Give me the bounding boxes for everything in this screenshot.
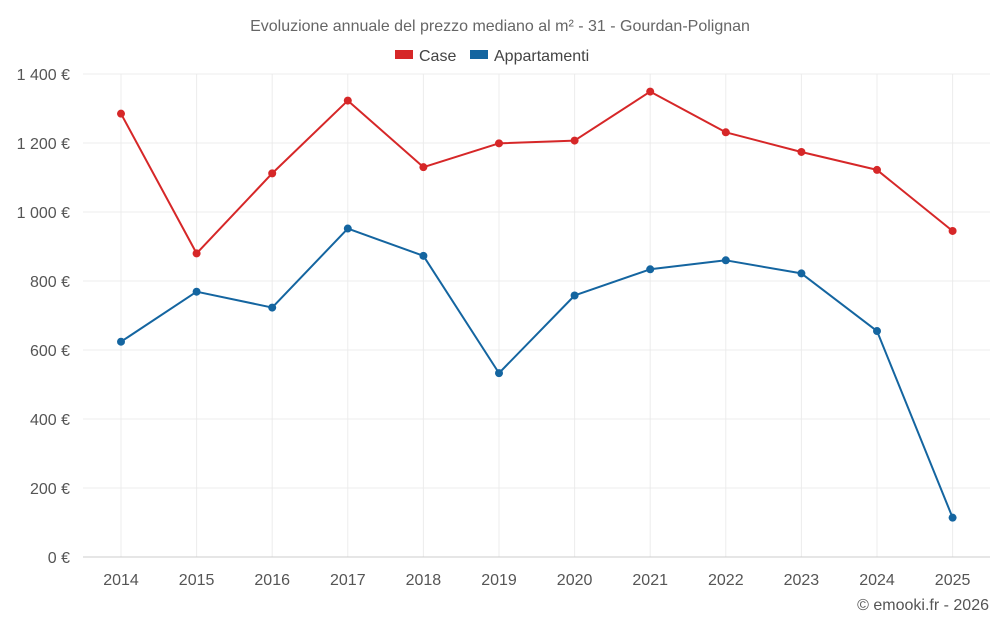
data-point-appartamenti[interactable] — [721, 256, 730, 265]
chart-title: Evoluzione annuale del prezzo mediano al… — [250, 18, 750, 35]
legend-label-case: Case — [419, 48, 456, 65]
x-tick-label: 2022 — [708, 572, 744, 589]
x-tick-label: 2023 — [784, 572, 820, 589]
y-tick-label: 1 400 € — [17, 67, 70, 84]
x-tick-label: 2020 — [557, 572, 593, 589]
data-point-appartamenti[interactable] — [268, 303, 277, 312]
x-tick-label: 2018 — [406, 572, 442, 589]
x-tick-label: 2025 — [935, 572, 971, 589]
data-point-appartamenti[interactable] — [646, 265, 655, 274]
data-point-appartamenti[interactable] — [343, 224, 352, 233]
x-tick-label: 2019 — [481, 572, 517, 589]
legend-swatch-case — [395, 50, 413, 59]
grid — [83, 73, 990, 557]
legend-item-case[interactable]: Case — [395, 48, 456, 65]
y-tick-label: 200 € — [30, 481, 70, 498]
y-tick-label: 800 € — [30, 274, 70, 291]
legend-label-appartamenti: Appartamenti — [494, 48, 589, 65]
x-tick-label: 2017 — [330, 572, 366, 589]
data-point-case[interactable] — [721, 128, 730, 137]
data-point-appartamenti[interactable] — [948, 513, 957, 522]
data-point-appartamenti[interactable] — [192, 287, 201, 296]
axes: 0 € 200 € 400 € 600 € 800 € 1 000 € 1 200 € 1 4… — [17, 67, 990, 589]
legend: Case Appartamenti — [395, 48, 589, 65]
x-tick-label: 2021 — [632, 572, 668, 589]
data-point-case[interactable] — [117, 109, 125, 118]
data-point-case[interactable] — [646, 87, 655, 96]
x-tick-label: 2014 — [103, 572, 139, 589]
data-point-appartamenti[interactable] — [873, 327, 881, 336]
x-tick-label: 2024 — [859, 572, 895, 589]
data-point-case[interactable] — [268, 169, 277, 178]
y-tick-label: 400 € — [30, 412, 70, 429]
series-line-case — [120, 90, 954, 255]
data-point-appartamenti[interactable] — [495, 369, 503, 378]
series — [117, 87, 957, 522]
data-point-case[interactable] — [192, 249, 201, 258]
y-tick-label: 0 € — [48, 550, 70, 567]
y-tick-label: 1 200 € — [17, 136, 70, 153]
data-point-case[interactable] — [797, 147, 806, 156]
x-tick-label: 2016 — [254, 572, 290, 589]
legend-swatch-appartamenti — [470, 50, 488, 59]
y-tick-label: 1 000 € — [17, 205, 70, 222]
credit-text: © emooki.fr - 2026 — [857, 597, 989, 614]
data-point-case[interactable] — [873, 165, 881, 174]
data-point-appartamenti[interactable] — [419, 251, 428, 260]
data-point-case[interactable] — [343, 96, 352, 105]
data-point-appartamenti[interactable] — [797, 269, 806, 278]
data-point-appartamenti[interactable] — [117, 337, 125, 346]
data-point-case[interactable] — [419, 163, 428, 172]
x-tick-label: 2015 — [179, 572, 215, 589]
y-tick-label: 600 € — [30, 343, 70, 360]
data-point-case[interactable] — [495, 139, 503, 148]
data-point-appartamenti[interactable] — [570, 291, 579, 300]
series-line-appartamenti — [120, 227, 954, 519]
data-point-case[interactable] — [948, 226, 957, 235]
legend-item-appartamenti[interactable]: Appartamenti — [470, 48, 589, 65]
data-point-case[interactable] — [570, 136, 579, 145]
